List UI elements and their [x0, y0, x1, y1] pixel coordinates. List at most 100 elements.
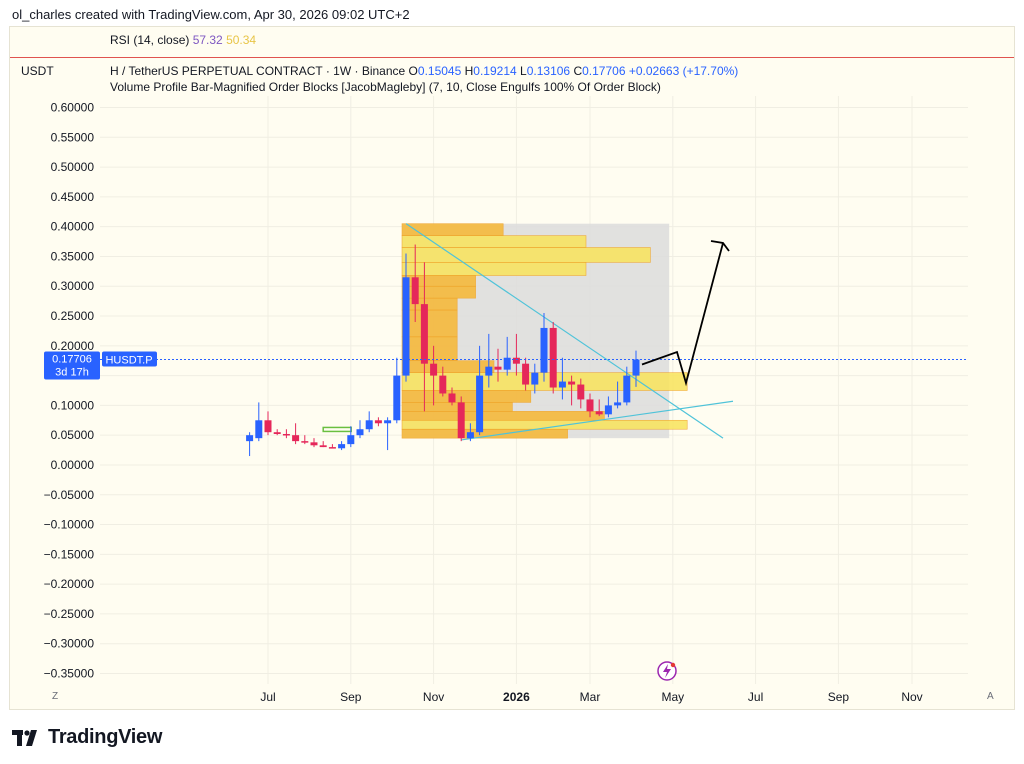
symbol-legend[interactable]: H / TetherUS PERPETUAL CONTRACT · 1W · B… [110, 64, 738, 78]
candle-body [246, 435, 254, 442]
y-tick-label: −0.15000 [44, 547, 95, 561]
volume-profile-bar [401, 390, 532, 403]
y-tick-label: 0.30000 [51, 279, 95, 293]
candle-body [411, 277, 419, 305]
candle-body [568, 381, 576, 385]
y-tick-label: 0.60000 [51, 101, 95, 115]
candle-body [374, 420, 382, 424]
x-tick-label: Mar [580, 690, 601, 704]
symbol-name: H / TetherUS PERPETUAL CONTRACT · 1W · B… [110, 64, 406, 78]
volume-profile-bar [401, 336, 458, 362]
price-tag-box[interactable] [44, 351, 100, 380]
candle-body [623, 375, 631, 403]
candle-body [273, 432, 281, 434]
candle-body [420, 304, 428, 364]
x-tick-label: Sep [340, 690, 362, 704]
trendline-down [405, 223, 724, 439]
tradingview-logo-icon [12, 729, 37, 746]
candle-body [604, 405, 612, 415]
y-tick-label: 0.45000 [51, 190, 95, 204]
candle-body [439, 375, 447, 394]
candle-body [264, 420, 272, 433]
price-tag-countdown: 3d 17h [55, 366, 89, 378]
zoom-z-icon[interactable]: Z [52, 691, 59, 702]
volume-profile-bar [401, 309, 458, 338]
y-tick-label: 0.05000 [51, 428, 95, 442]
symbol-tag-label: HUSDT.P [105, 354, 152, 366]
y-tick-label: −0.05000 [44, 488, 95, 502]
candle-body [301, 441, 309, 443]
candle-body [393, 375, 401, 421]
low-label: L [520, 64, 527, 78]
rsi-pane[interactable] [10, 27, 1014, 58]
x-tick-label: Sep [828, 690, 850, 704]
candle-body [448, 393, 456, 403]
currency-label[interactable]: USDT [21, 64, 54, 78]
candle-body [255, 420, 263, 439]
x-tick-label: May [661, 690, 684, 704]
candle-body [310, 442, 318, 446]
x-tick-label: Jul [748, 690, 763, 704]
candle-body [402, 277, 410, 376]
candle-body [282, 433, 290, 436]
brand-name: TradingView [48, 726, 163, 748]
rsi-value-1: 57.32 [192, 33, 223, 47]
candle-body [540, 327, 548, 373]
candle-body [614, 402, 622, 406]
candle-body [328, 447, 336, 449]
y-tick-label: −0.35000 [44, 667, 95, 681]
volume-profile-bar [401, 223, 504, 236]
y-tick-label: 0.55000 [51, 130, 95, 144]
y-tick-label: −0.25000 [44, 607, 95, 621]
rsi-label: RSI (14, close) [110, 33, 190, 47]
volume-profile-bar [401, 428, 568, 439]
candle-body [577, 384, 585, 400]
y-tick-label: 0.00000 [51, 458, 95, 472]
y-tick-label: 0.20000 [51, 339, 95, 353]
volume-profile-bar [401, 235, 587, 248]
x-tick-label: 2026 [503, 690, 530, 704]
candle-body [430, 363, 438, 376]
candle-body [365, 420, 373, 430]
volume-profile-bar [401, 402, 513, 412]
candle-body [356, 429, 364, 436]
candle-body [476, 375, 484, 433]
candle-body [457, 402, 465, 439]
lightning-icon [663, 664, 671, 678]
change-value: +0.02663 (+17.70%) [628, 64, 739, 78]
candle-body [319, 445, 327, 448]
candle-body [558, 381, 566, 388]
y-tick-label: 0.10000 [51, 398, 95, 412]
candle-body [503, 357, 511, 370]
high-label: H [464, 64, 474, 78]
brand-logo: TradingView [12, 726, 162, 749]
candle-body [522, 363, 530, 385]
order-block [322, 426, 352, 433]
y-tick-label: −0.20000 [44, 577, 95, 591]
indicator-legend[interactable]: Volume Profile Bar-Magnified Order Block… [110, 80, 661, 94]
y-tick-label: 0.40000 [51, 220, 95, 234]
symbol-tag-box[interactable] [102, 351, 157, 367]
rsi-legend[interactable]: RSI (14, close) 57.32 50.34 [110, 33, 256, 47]
candle-body [549, 327, 557, 388]
y-tick-label: −0.10000 [44, 518, 95, 532]
candle-body [632, 359, 640, 376]
x-tick-label: Nov [423, 690, 444, 704]
volume-profile-bar [401, 411, 605, 421]
candle-body [338, 444, 346, 449]
candle-body [512, 357, 520, 364]
x-tick-label: Nov [901, 690, 922, 704]
close-label: C [573, 64, 583, 78]
candle-body [384, 420, 392, 424]
candle-body [347, 435, 355, 445]
candle-body [494, 366, 502, 370]
auto-scale-icon[interactable]: A [987, 691, 994, 702]
y-tick-label: 0.25000 [51, 309, 95, 323]
volume-profile-bar [401, 297, 458, 311]
low-value: 0.13106 [526, 64, 571, 78]
x-tick-label: Jul [260, 690, 275, 704]
trendline-up [461, 400, 734, 441]
y-tick-label: −0.30000 [44, 637, 95, 651]
notification-dot-icon [670, 662, 676, 668]
